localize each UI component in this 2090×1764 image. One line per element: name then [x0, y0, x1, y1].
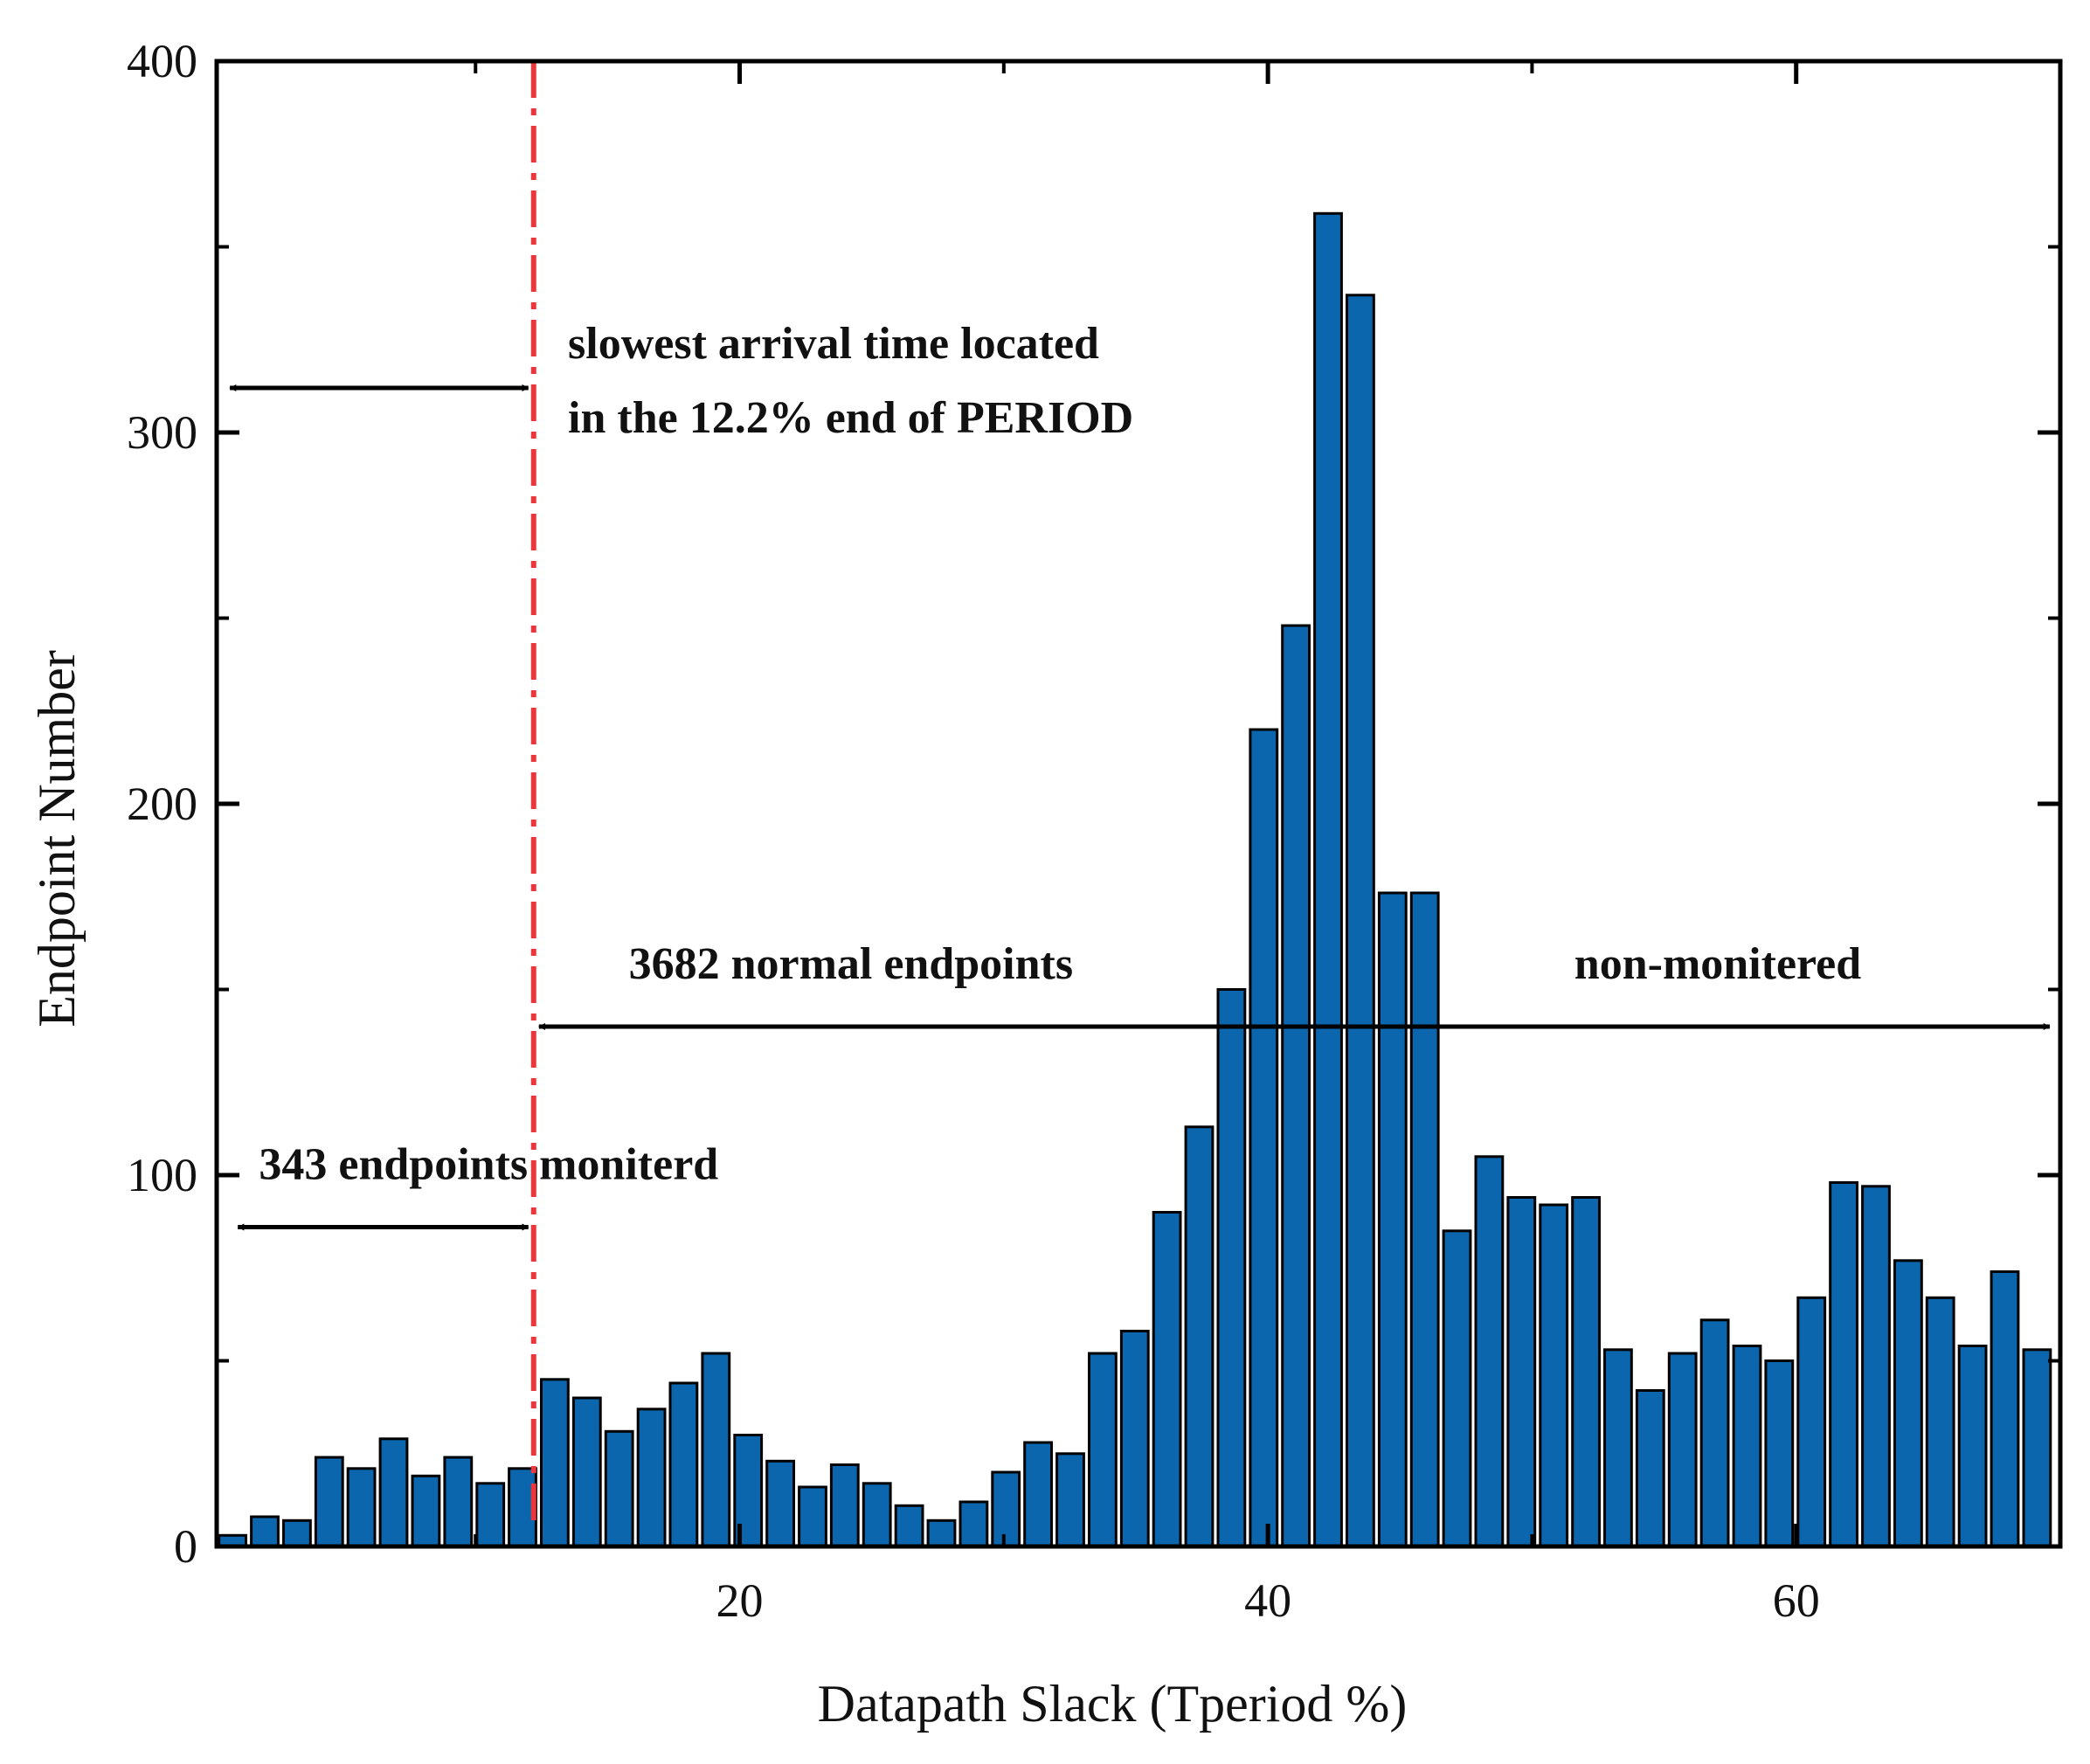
- bar: [1216, 988, 1247, 1548]
- bar: [1893, 1259, 1923, 1548]
- bar: [314, 1456, 344, 1548]
- y-tick-label: 300: [127, 406, 197, 459]
- bar: [1539, 1203, 1569, 1548]
- bar: [1055, 1452, 1085, 1548]
- y-tick-label: 100: [127, 1149, 197, 1201]
- arrows-layer: [229, 384, 2051, 1231]
- plot-frame: [214, 59, 2063, 1549]
- bar: [926, 1518, 957, 1548]
- bar: [1152, 1211, 1182, 1548]
- bar: [378, 1437, 409, 1548]
- labels-layer: Datapath Slack (Tperiod %) Endpoint Numb…: [28, 650, 1407, 1733]
- x-axis-title: Datapath Slack (Tperiod %): [818, 1675, 1408, 1733]
- bar: [1861, 1185, 1891, 1548]
- bar: [1957, 1345, 1988, 1548]
- bar: [1764, 1359, 1795, 1548]
- y-tick-label: 0: [174, 1520, 197, 1573]
- bar: [894, 1504, 924, 1548]
- bar: [1023, 1441, 1053, 1548]
- x-tick-label: 40: [1244, 1574, 1291, 1627]
- y-tick-label: 400: [127, 35, 197, 87]
- bar: [1506, 1196, 1537, 1548]
- y-tick-label: 200: [127, 778, 197, 830]
- bar: [443, 1456, 474, 1548]
- bar: [1346, 294, 1375, 1548]
- bar: [540, 1378, 570, 1548]
- annotation-non-monitered: non-monitered: [1574, 939, 1861, 989]
- bar: [346, 1467, 377, 1548]
- bar: [958, 1500, 989, 1548]
- bar: [862, 1482, 892, 1548]
- bar: [829, 1463, 860, 1548]
- bar: [1249, 728, 1279, 1548]
- bar: [1184, 1125, 1215, 1548]
- axes-layer: [214, 59, 2063, 1549]
- bar: [1925, 1296, 1955, 1548]
- bar: [765, 1459, 796, 1548]
- bar: [1377, 891, 1408, 1548]
- y-axis-title: Endpoint Number: [28, 650, 86, 1027]
- bar: [1313, 211, 1343, 1548]
- bar: [1088, 1352, 1118, 1548]
- bar: [1571, 1196, 1601, 1548]
- bar: [475, 1482, 506, 1548]
- bar: [1699, 1318, 1730, 1548]
- bar: [1732, 1345, 1762, 1548]
- annotation-monitored-endpoints: 343 endpoints moniterd: [259, 1139, 718, 1189]
- bar: [1635, 1389, 1665, 1548]
- bar: [1281, 624, 1311, 1548]
- bar: [991, 1470, 1021, 1548]
- bar: [1990, 1270, 2020, 1548]
- annotations-layer: slowest arrival time located in the 12.2…: [259, 319, 1861, 1189]
- bar: [1119, 1330, 1150, 1548]
- annotation-normal-endpoints: 3682 normal endpoints: [629, 939, 1074, 989]
- bar: [1409, 891, 1440, 1548]
- annotation-arrival-line2: in the 12.2% end of PERIOD: [568, 393, 1133, 443]
- bar: [604, 1429, 634, 1548]
- ticks-layer: 0 100 200 300 400 20 40 60: [127, 35, 2060, 1627]
- bars-layer: [218, 211, 2052, 1548]
- x-tick-label: 60: [1773, 1574, 1820, 1627]
- x-tick-label: 20: [716, 1574, 764, 1627]
- bar: [1474, 1155, 1505, 1548]
- bar: [571, 1396, 602, 1548]
- bar: [411, 1474, 441, 1548]
- bar: [1442, 1229, 1472, 1548]
- bar: [1796, 1296, 1827, 1548]
- annotation-arrival-line1: slowest arrival time located: [568, 319, 1099, 369]
- bar: [250, 1515, 280, 1548]
- bar: [636, 1408, 667, 1548]
- bar: [282, 1518, 312, 1548]
- bar: [1667, 1352, 1698, 1548]
- bar: [1603, 1348, 1633, 1548]
- bar: [668, 1381, 699, 1548]
- bar: [1829, 1181, 1858, 1548]
- bar: [701, 1352, 731, 1548]
- bar: [2022, 1348, 2052, 1548]
- bar: [798, 1485, 827, 1548]
